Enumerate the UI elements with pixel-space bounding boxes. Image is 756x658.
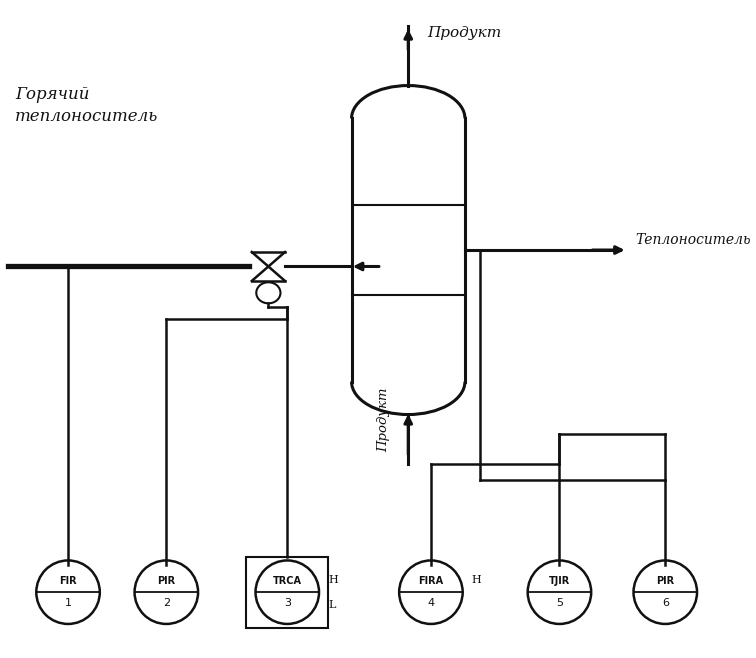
Text: H: H [472,575,482,585]
Text: FIR: FIR [59,576,77,586]
Text: H: H [328,575,338,585]
Text: 5: 5 [556,597,563,608]
Text: PIR: PIR [157,576,175,586]
Text: TJIR: TJIR [549,576,570,586]
Text: 4: 4 [427,597,435,608]
Text: PIR: PIR [656,576,674,586]
Text: Теплоноситель: Теплоноситель [635,233,751,247]
Text: 2: 2 [163,597,170,608]
Text: TRCA: TRCA [273,576,302,586]
Text: 3: 3 [284,597,291,608]
Text: 6: 6 [662,597,669,608]
Text: Продукт: Продукт [377,387,391,452]
Bar [246,557,328,628]
Text: FIRA: FIRA [418,576,444,586]
Text: L: L [328,599,336,609]
Text: Горячий
теплоноситель: Горячий теплоноситель [15,86,158,125]
Text: 1: 1 [64,597,72,608]
Text: Продукт: Продукт [427,26,501,40]
